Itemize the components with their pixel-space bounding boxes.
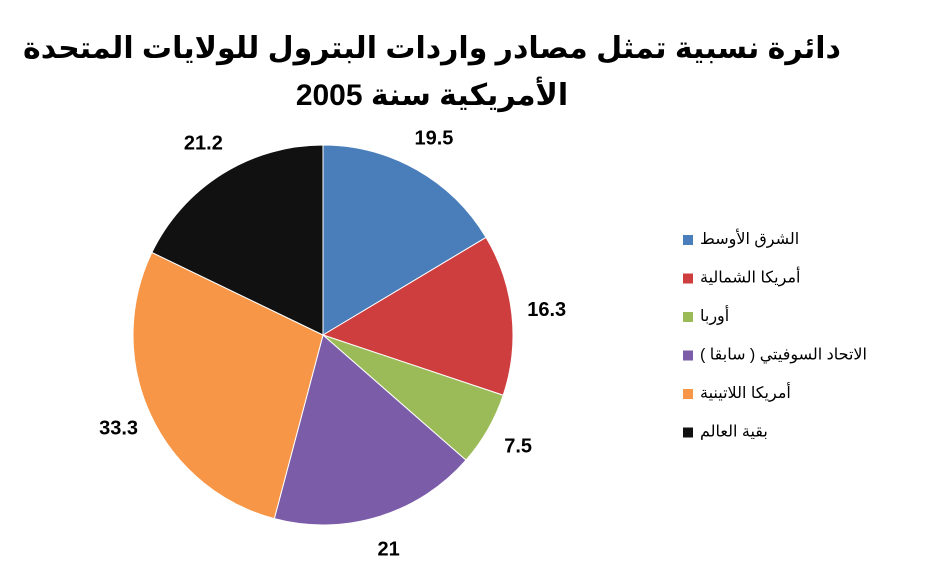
- legend-label: أوربا: [700, 305, 729, 326]
- legend-marker: [683, 389, 693, 399]
- value-label: 16.3: [527, 299, 566, 321]
- pie-slice: [273, 334, 467, 526]
- pie-slice: [151, 144, 324, 336]
- legend-label: الاتحاد السوفيتي ( سابقا ): [700, 347, 867, 365]
- pie-slice: [321, 236, 514, 396]
- chart-title: الأمريكية سنة 2005: [296, 76, 568, 112]
- legend-marker: [683, 427, 693, 438]
- legend-marker: [683, 273, 693, 284]
- pie-slice: [132, 251, 324, 520]
- value-label: 21.2: [184, 133, 223, 155]
- value-label: 7.5: [504, 435, 532, 457]
- pie-slice: [322, 144, 487, 336]
- legend-label: بقية العالم: [700, 424, 768, 441]
- legend-label: أمريكا الشمالية: [700, 267, 800, 288]
- legend-label: أمريكا اللاتينية: [700, 382, 791, 403]
- chart-title: دائرة نسبية تمثل مصادر واردات البترول لل…: [23, 32, 841, 66]
- value-label: 19.5: [414, 128, 453, 150]
- legend-marker: [683, 312, 693, 322]
- value-label: 21: [378, 538, 400, 560]
- legend-marker: [683, 235, 693, 245]
- legend-marker: [683, 350, 693, 361]
- legend-label: الشرق الأوسط: [700, 228, 799, 249]
- value-label: 33.3: [99, 417, 138, 439]
